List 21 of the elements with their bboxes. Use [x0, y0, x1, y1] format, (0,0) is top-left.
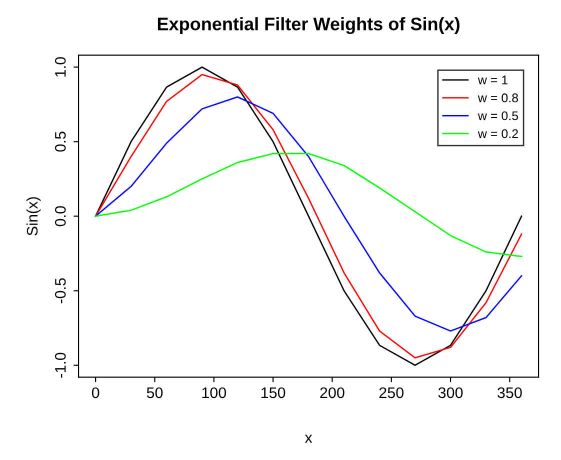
x-tick-label: 0	[92, 387, 100, 398]
legend-label: w = 0.2	[478, 129, 518, 138]
y-tick-label: 0.0	[54, 206, 66, 226]
legend-label: w = 0.8	[478, 93, 518, 102]
x-tick-label: 100	[202, 387, 226, 398]
x-axis-title: x	[304, 434, 312, 443]
chart-title: Exponential Filter Weights of Sin(x)	[158, 17, 460, 34]
x-tick-label: 150	[261, 387, 286, 398]
x-tick-label: 50	[146, 387, 163, 398]
legend-label: w = 0.5	[478, 111, 518, 120]
legend-label: w = 1	[478, 76, 508, 84]
x-tick-label: 250	[379, 387, 404, 398]
y-tick-label: 0.5	[54, 132, 66, 152]
y-axis-title: Sin(x)	[26, 197, 41, 236]
y-tick-label: 1.0	[54, 57, 66, 77]
y-tick-label: -1.0	[54, 352, 66, 378]
x-tick-label: 200	[320, 387, 344, 398]
x-tick-label: 300	[438, 387, 463, 398]
line-series	[94, 152, 522, 258]
x-tick-label: 350	[498, 387, 522, 398]
y-tick-label: -0.5	[54, 278, 66, 304]
